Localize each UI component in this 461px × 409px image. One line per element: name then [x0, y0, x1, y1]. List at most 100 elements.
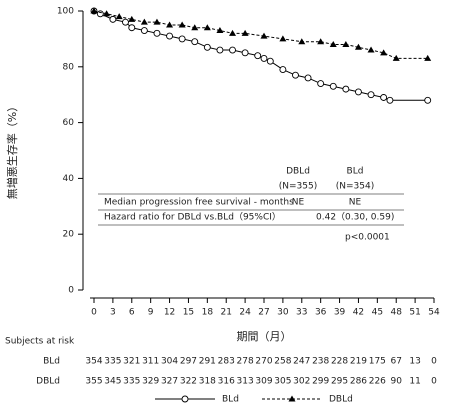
risk-count: 335	[104, 357, 121, 367]
circle-marker	[153, 29, 161, 37]
y-tick-label: 40	[63, 174, 75, 184]
risk-count: 291	[199, 357, 216, 367]
risk-count: 247	[293, 357, 310, 367]
circle-marker	[96, 10, 104, 18]
risk-count: 345	[104, 377, 121, 387]
y-tick-label: 20	[63, 230, 75, 240]
y-tick-label: 100	[57, 7, 74, 17]
risk-count: 302	[293, 377, 310, 387]
risk-count: 11	[409, 377, 420, 387]
x-tick-label: 12	[164, 308, 175, 318]
circle-marker	[279, 66, 287, 74]
y-tick-label: 0	[68, 286, 74, 296]
circle-marker	[424, 96, 432, 104]
triangle-marker	[90, 7, 98, 14]
circle-marker	[109, 15, 117, 23]
risk-count: 322	[180, 377, 197, 387]
table-column-name: DBLd	[286, 167, 310, 177]
circle-marker	[317, 80, 325, 87]
table-cell: NE	[292, 198, 305, 208]
table-cell: NE	[349, 198, 362, 208]
triangle-marker	[140, 18, 148, 25]
circle-marker	[140, 27, 148, 34]
risk-count: 297	[180, 357, 197, 367]
legend-label: DBLd	[329, 395, 353, 405]
risk-row-label: DBLd	[36, 377, 60, 387]
table-row-label: Hazard ratio for DBLd vs.BLd（95%CI）	[104, 212, 281, 223]
triangle-marker	[424, 54, 432, 61]
triangle-marker	[392, 54, 400, 61]
x-tick-label: 15	[183, 308, 194, 318]
triangle-marker	[216, 27, 224, 34]
x-tick-label: 21	[220, 308, 231, 318]
risk-count: 278	[237, 357, 254, 367]
x-tick-label: 36	[315, 308, 327, 318]
risk-count: 67	[390, 357, 401, 367]
x-tick-label: 45	[372, 308, 383, 318]
legend-marker	[181, 395, 189, 403]
table-column-name: BLd	[347, 167, 364, 177]
risk-table-title: Subjects at risk	[5, 337, 75, 347]
x-tick-label: 27	[258, 308, 269, 318]
x-tick-label: 30	[277, 308, 289, 318]
triangle-marker	[166, 21, 174, 28]
risk-count: 309	[255, 377, 272, 387]
circle-marker	[260, 54, 268, 62]
risk-count: 219	[350, 357, 367, 367]
circle-marker	[386, 96, 394, 104]
triangle-marker	[380, 49, 388, 56]
circle-marker	[229, 46, 236, 54]
triangle-marker	[342, 40, 350, 47]
risk-count: 305	[274, 377, 291, 387]
y-axis-label: 無増悪生存率（%）	[5, 101, 19, 199]
x-tick-label: 48	[390, 308, 402, 318]
legend-marker	[288, 395, 296, 402]
risk-count: 283	[218, 357, 235, 367]
risk-count: 13	[409, 357, 420, 367]
x-tick-label: 54	[428, 308, 440, 318]
triangle-marker	[367, 46, 375, 53]
x-tick-label: 24	[239, 308, 251, 318]
survival-curve	[93, 10, 428, 101]
circle-marker	[122, 18, 129, 26]
risk-count: 90	[390, 377, 402, 387]
risk-count: 304	[161, 357, 178, 367]
risk-count: 175	[369, 357, 386, 367]
x-tick-label: 33	[296, 308, 307, 318]
circle-marker	[304, 74, 312, 82]
risk-count: 238	[312, 357, 329, 367]
table-row-label: Median progression free survival - month…	[104, 198, 294, 208]
x-tick-label: 6	[129, 308, 135, 318]
y-tick-label: 80	[63, 62, 75, 72]
circle-marker	[292, 71, 299, 79]
triangle-marker	[178, 21, 186, 28]
circle-marker	[166, 32, 174, 40]
risk-count: 226	[369, 377, 386, 387]
triangle-marker	[354, 43, 362, 50]
table-cell: 0.42（0.30, 0.59)	[316, 212, 394, 223]
circle-marker	[178, 35, 186, 43]
circle-marker	[254, 52, 262, 60]
triangle-marker	[153, 18, 161, 25]
survival-curve	[93, 10, 428, 59]
circle-marker	[216, 46, 224, 54]
risk-count: 0	[431, 377, 437, 387]
risk-count: 354	[85, 357, 102, 367]
circle-marker	[203, 43, 211, 51]
circle-marker	[380, 94, 388, 101]
circle-marker	[329, 82, 337, 90]
y-tick-label: 60	[63, 118, 75, 128]
risk-count: 299	[312, 377, 329, 387]
risk-count: 335	[123, 377, 140, 387]
triangle-marker	[103, 10, 111, 17]
circle-marker	[266, 57, 274, 65]
triangle-marker	[279, 35, 287, 42]
table-column-n: (N=354)	[336, 182, 374, 192]
risk-count: 228	[331, 357, 348, 367]
risk-count: 295	[331, 377, 348, 387]
triangle-marker	[298, 38, 306, 45]
circle-marker	[128, 24, 136, 32]
risk-count: 311	[142, 357, 159, 367]
risk-count: 327	[161, 377, 178, 387]
